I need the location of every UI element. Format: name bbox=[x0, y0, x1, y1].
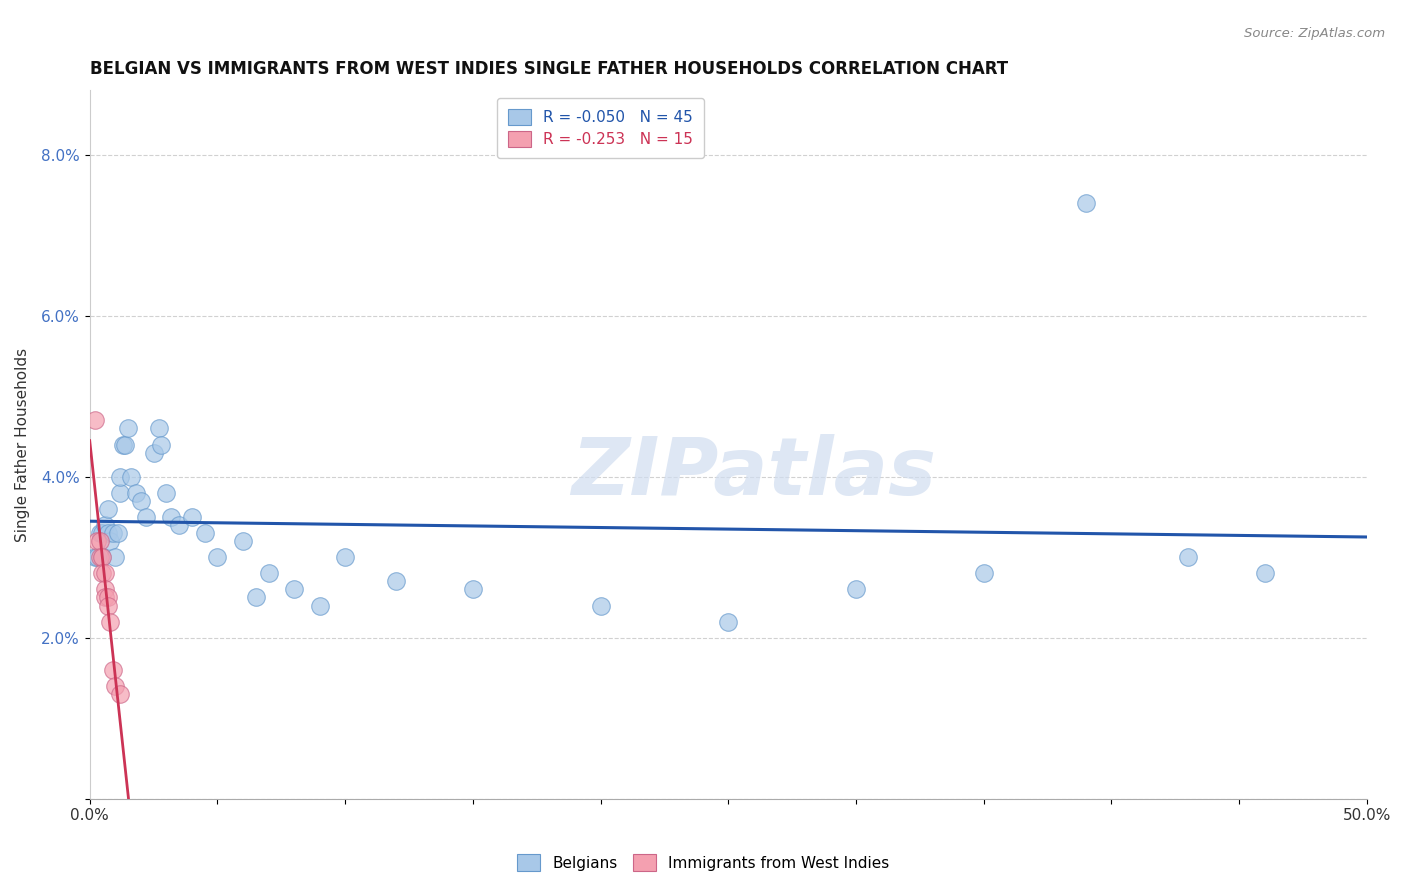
Point bbox=[117, 421, 139, 435]
Point bbox=[97, 591, 120, 605]
Point bbox=[245, 591, 267, 605]
Point bbox=[283, 582, 305, 597]
Point bbox=[150, 437, 173, 451]
Point bbox=[91, 526, 114, 541]
Point bbox=[91, 550, 114, 565]
Point bbox=[89, 534, 111, 549]
Point bbox=[83, 550, 105, 565]
Point bbox=[167, 518, 190, 533]
Point bbox=[207, 550, 229, 565]
Point bbox=[973, 566, 995, 581]
Point bbox=[180, 510, 202, 524]
Point bbox=[94, 566, 117, 581]
Legend: Belgians, Immigrants from West Indies: Belgians, Immigrants from West Indies bbox=[508, 845, 898, 880]
Point bbox=[86, 534, 108, 549]
Point bbox=[98, 534, 121, 549]
Point bbox=[97, 502, 120, 516]
Point bbox=[114, 437, 136, 451]
Text: ZIPatlas: ZIPatlas bbox=[571, 434, 936, 512]
Point bbox=[94, 582, 117, 597]
Point bbox=[111, 437, 134, 451]
Point bbox=[86, 550, 108, 565]
Point bbox=[110, 469, 132, 483]
Point bbox=[385, 574, 408, 589]
Point bbox=[717, 615, 740, 629]
Point bbox=[1074, 196, 1097, 211]
Point bbox=[308, 599, 330, 613]
Point bbox=[1253, 566, 1275, 581]
Point bbox=[97, 526, 120, 541]
Point bbox=[333, 550, 356, 565]
Point bbox=[257, 566, 280, 581]
Point bbox=[110, 485, 132, 500]
Point bbox=[110, 687, 132, 701]
Point bbox=[232, 534, 254, 549]
Point bbox=[589, 599, 612, 613]
Point bbox=[101, 526, 124, 541]
Point bbox=[155, 485, 177, 500]
Point bbox=[845, 582, 868, 597]
Point bbox=[89, 526, 111, 541]
Point bbox=[1177, 550, 1199, 565]
Point bbox=[120, 469, 142, 483]
Point bbox=[129, 494, 152, 508]
Text: Source: ZipAtlas.com: Source: ZipAtlas.com bbox=[1244, 27, 1385, 40]
Text: BELGIAN VS IMMIGRANTS FROM WEST INDIES SINGLE FATHER HOUSEHOLDS CORRELATION CHAR: BELGIAN VS IMMIGRANTS FROM WEST INDIES S… bbox=[90, 60, 1008, 78]
Point bbox=[148, 421, 170, 435]
Point bbox=[94, 591, 117, 605]
Point bbox=[91, 566, 114, 581]
Point bbox=[97, 599, 120, 613]
Legend: R = -0.050   N = 45, R = -0.253   N = 15: R = -0.050 N = 45, R = -0.253 N = 15 bbox=[498, 98, 704, 158]
Point bbox=[107, 526, 129, 541]
Point bbox=[89, 550, 111, 565]
Point bbox=[83, 413, 105, 427]
Point bbox=[104, 550, 127, 565]
Point bbox=[104, 679, 127, 693]
Y-axis label: Single Father Households: Single Father Households bbox=[15, 348, 30, 541]
Point bbox=[91, 550, 114, 565]
Point bbox=[461, 582, 484, 597]
Point bbox=[142, 445, 165, 459]
Point bbox=[101, 663, 124, 677]
Point bbox=[194, 526, 217, 541]
Point bbox=[98, 615, 121, 629]
Point bbox=[125, 485, 148, 500]
Point bbox=[160, 510, 183, 524]
Point bbox=[135, 510, 157, 524]
Point bbox=[94, 518, 117, 533]
